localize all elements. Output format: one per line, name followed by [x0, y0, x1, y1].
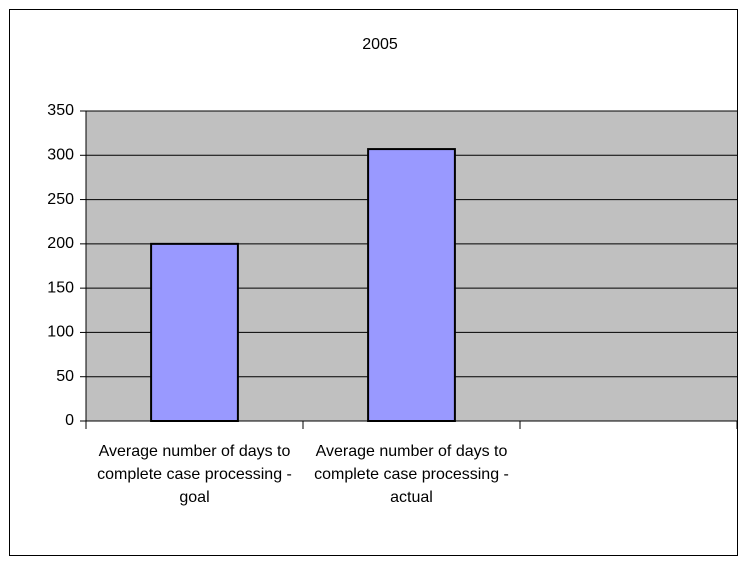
y-tick-label: 150 [47, 279, 74, 296]
bar [150, 242, 239, 422]
x-tick-label: Average number of days to complete case … [314, 443, 509, 506]
y-tick-label: 350 [47, 102, 74, 119]
y-tick-label: 300 [47, 147, 74, 164]
bar [367, 148, 456, 422]
y-tick-label: 200 [47, 235, 74, 252]
y-tick-label: 250 [47, 191, 74, 208]
y-tick-label: 50 [56, 368, 74, 385]
y-tick-label: 100 [47, 324, 74, 341]
y-tick-label: 0 [65, 412, 74, 429]
x-tick-label: Average number of days to complete case … [97, 443, 292, 506]
chart-title: 2005 [362, 36, 398, 53]
